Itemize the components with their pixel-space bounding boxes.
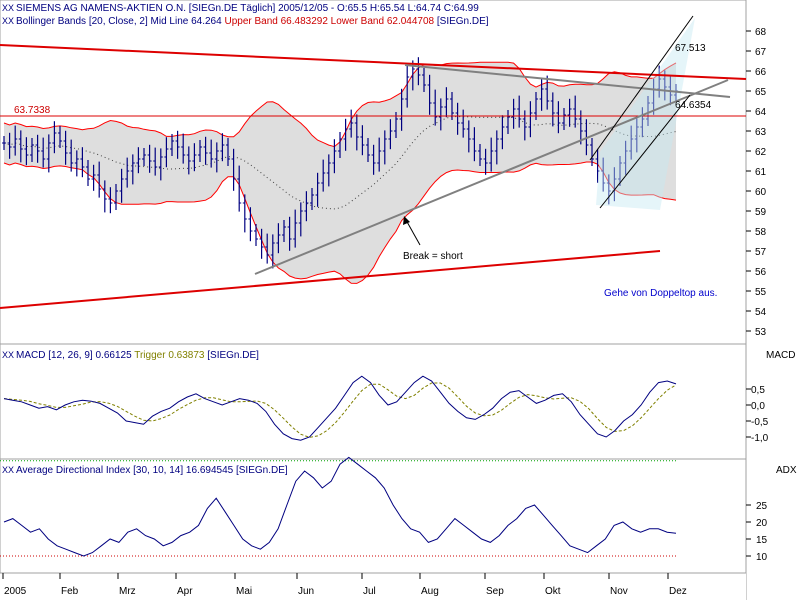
channel-label: 64.6354	[675, 100, 712, 111]
price-tick-label: 63	[755, 127, 767, 138]
price-tick-label: 68	[755, 27, 767, 38]
macd-lines	[3, 375, 677, 441]
rising-support-line	[254, 79, 729, 275]
adx-line	[3, 456, 677, 557]
adx-panel	[0, 458, 747, 574]
time-tick-label: 2005	[4, 586, 27, 597]
time-tick-label: Okt	[545, 586, 561, 597]
adx-tick-label: 10	[756, 552, 768, 563]
price-tick-label: 66	[755, 67, 767, 78]
adx-title: Average Directional Index [30, 10, 14] 1…	[16, 465, 288, 476]
price-tick-label: 56	[755, 267, 767, 278]
price-tick-label: 58	[755, 227, 767, 238]
price-tick-label: 54	[755, 307, 767, 318]
macd-tick-label: -1,0	[751, 433, 769, 444]
trendlines	[0, 15, 747, 309]
adx-tick-label: 25	[756, 501, 768, 512]
adx-tick-label: 20	[756, 518, 768, 529]
price-tick-label: 59	[755, 207, 767, 218]
level-label: 63.7338	[14, 105, 51, 116]
x-marker-3: XX	[2, 350, 14, 360]
macd-tick-label: 0,0	[751, 401, 765, 412]
chart-comment: Gehe von Doppeltop aus.	[604, 288, 717, 299]
macd-trigger-line	[3, 382, 677, 438]
price-tick-label: 60	[755, 187, 767, 198]
price-tick-label: 57	[755, 247, 767, 258]
time-tick-label: Feb	[61, 586, 79, 597]
time-tick-label: Mai	[236, 586, 252, 597]
macd-panel	[0, 343, 747, 460]
time-tick-label: Nov	[610, 586, 628, 597]
price-bars	[2, 57, 678, 269]
upper-red-trendline	[0, 44, 747, 80]
channel-lower-line	[599, 94, 691, 209]
price-tick-label: 61	[755, 167, 767, 178]
macd-axis-name: MACD	[766, 350, 795, 361]
time-tick-label: Jul	[363, 586, 376, 597]
macd-line	[3, 375, 677, 441]
time-tick-label: Mrz	[119, 586, 136, 597]
price-axis-ticks: 53 54 55 56 57 58 59 60 61 62 63 64 65 66 67 68	[746, 27, 767, 338]
macd-axis-ticks: -1,0 -0,5 0,0 0,5	[746, 385, 769, 444]
lower-red-trendline	[0, 250, 661, 309]
time-axis-ticks: 2005 Feb Mrz Apr Mai Jun Jul Aug Sep Okt Nov Dez	[2, 573, 687, 597]
price-axis-area	[746, 0, 800, 600]
break-arrow-head	[403, 216, 410, 225]
time-tick-label: Jun	[298, 586, 314, 597]
time-tick-label: Sep	[486, 586, 504, 597]
macd-tick-label: -0,5	[751, 417, 769, 428]
price-tick-label: 53	[755, 327, 767, 338]
resistance-line	[404, 64, 731, 98]
x-marker-4: XX	[2, 465, 14, 475]
break-annotation: Break = short	[403, 251, 463, 262]
macd-tick-label: 0,5	[751, 385, 765, 396]
price-tick-label: 62	[755, 147, 767, 158]
price-tick-label: 55	[755, 287, 767, 298]
break-arrow	[405, 219, 421, 246]
price-tick-label: 65	[755, 87, 767, 98]
x-marker-2: XX	[2, 16, 14, 26]
time-tick-label: Aug	[421, 586, 439, 597]
adx-axis-ticks: 10 15 20 25	[746, 501, 768, 563]
target-label: 67.513	[675, 43, 706, 54]
bollinger-mid-line	[3, 115, 677, 210]
adx-lines	[0, 456, 677, 557]
time-tick-label: Dez	[669, 586, 687, 597]
macd-title: MACD [12, 26, 9] 0.66125 Trigger 0.63873…	[16, 350, 259, 361]
price-title: SIEMENS AG NAMENS-AKTIEN O.N. [SIEGn.DE …	[16, 3, 479, 14]
channel-upper-line	[589, 15, 694, 161]
adx-axis-name: ADX	[776, 465, 797, 476]
x-marker-1: XX	[2, 3, 14, 13]
price-tick-label: 64	[755, 107, 767, 118]
time-axis	[0, 573, 746, 600]
bb-legend: Bollinger Bands [20, Close, 2] Mid Line …	[16, 16, 489, 27]
adx-tick-label: 15	[756, 535, 768, 546]
time-tick-label: Apr	[177, 586, 193, 597]
price-tick-label: 67	[755, 47, 767, 58]
